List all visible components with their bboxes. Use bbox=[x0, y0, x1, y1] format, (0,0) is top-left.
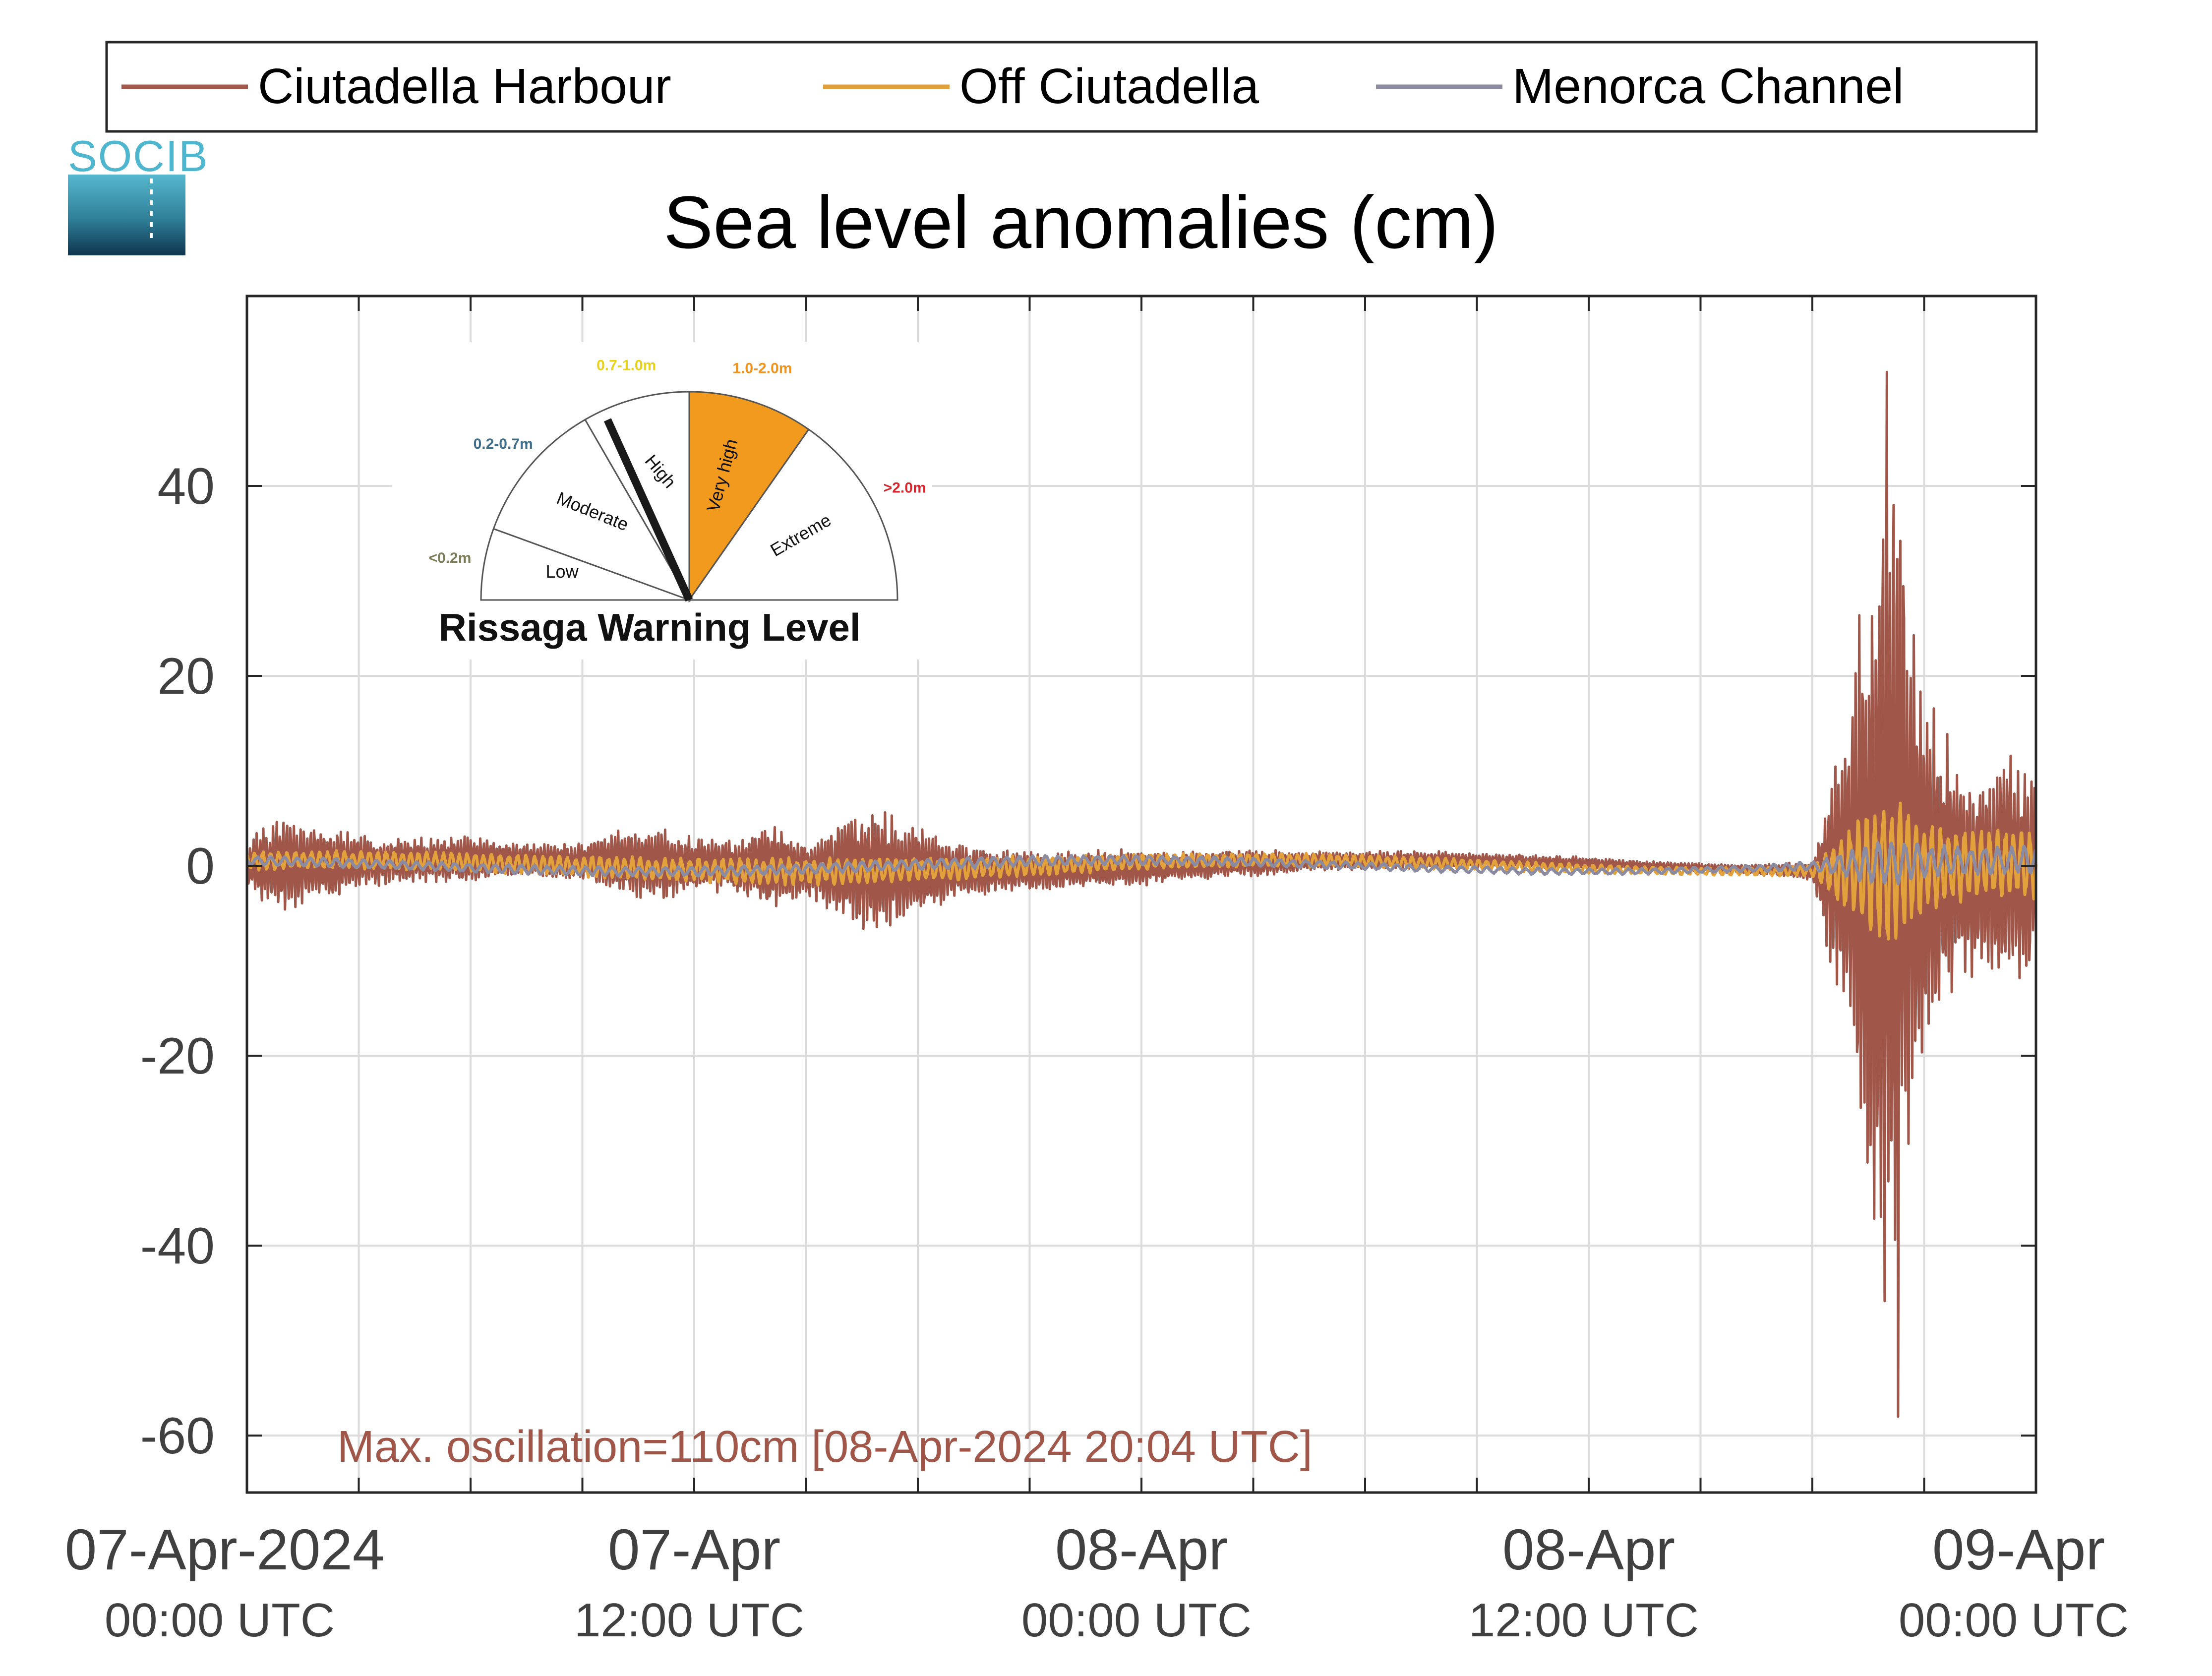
x-tick-label-time: 00:00 UTC bbox=[1899, 1594, 2129, 1647]
chart-title: Sea level anomalies (cm) bbox=[663, 180, 1498, 264]
x-tick-label-date: 08-Apr bbox=[1502, 1517, 1675, 1582]
x-tick-label-date: 07-Apr-2024 bbox=[65, 1517, 385, 1582]
legend: Ciutadella Harbour Off Ciutadella Menorc… bbox=[105, 41, 2038, 133]
max-oscillation-annotation: Max. oscillation=110cm [08-Apr-2024 20:0… bbox=[337, 1422, 1313, 1472]
gauge-needle bbox=[603, 418, 693, 602]
gauge-sector-extreme bbox=[688, 428, 898, 601]
gauge-sectors bbox=[480, 391, 898, 603]
gauge-range-label: >2.0m bbox=[884, 480, 926, 496]
x-tick-label-date: 08-Apr bbox=[1055, 1517, 1228, 1582]
gauge-range-label: <0.2m bbox=[428, 550, 471, 566]
series-line-menorca-channel bbox=[245, 841, 2037, 886]
x-tick-labels: 07-Apr-2024 00:00 UTC 07-Apr 12:00 UTC 08-Ap… bbox=[65, 1517, 2129, 1647]
series-line-ciutadella-harbour bbox=[245, 370, 2037, 1418]
plot-frame bbox=[245, 295, 2037, 1494]
y-tick-label: -60 bbox=[140, 1407, 215, 1465]
gauge-sector-moderate bbox=[492, 419, 691, 601]
gauge-range-label: 0.7-1.0m bbox=[597, 358, 656, 374]
gauge-sector-low bbox=[480, 528, 690, 601]
socib-logo: SOCIB bbox=[68, 131, 209, 255]
legend-entry-off-ciutadella: Off Ciutadella bbox=[959, 59, 1259, 114]
gauge-range-label: 0.2-0.7m bbox=[474, 436, 533, 452]
x-tick-label-time: 12:00 UTC bbox=[1469, 1594, 1699, 1647]
y-tick-label: -20 bbox=[140, 1027, 215, 1085]
y-tick-label: 40 bbox=[157, 458, 215, 515]
x-tick-label-time: 00:00 UTC bbox=[105, 1594, 335, 1647]
y-tick-label: 0 bbox=[186, 838, 215, 895]
y-tick-label: -40 bbox=[140, 1217, 215, 1275]
gauge-title: Rissaga Warning Level bbox=[438, 605, 860, 649]
gauge-sector-label: Low bbox=[546, 561, 579, 582]
y-tick-label: 20 bbox=[157, 648, 215, 705]
x-tick-label-date: 07-Apr bbox=[608, 1517, 780, 1582]
socib-logo-mark bbox=[68, 175, 185, 255]
gauge-range-label: 1.0-2.0m bbox=[732, 360, 792, 377]
axis-ticks bbox=[247, 296, 2036, 1493]
legend-entry-ciutadella-harbour: Ciutadella Harbour bbox=[258, 59, 671, 114]
x-tick-label-time: 00:00 UTC bbox=[1021, 1594, 1252, 1647]
series-layer bbox=[245, 370, 2037, 1418]
x-tick-label-date: 09-Apr bbox=[1932, 1517, 2105, 1582]
legend-entry-menorca-channel: Menorca Channel bbox=[1512, 59, 1904, 114]
series-line-off-ciutadella bbox=[245, 801, 2037, 941]
x-tick-label-time: 12:00 UTC bbox=[574, 1594, 804, 1647]
legend-box bbox=[105, 41, 2038, 133]
rissaga-warning-gauge: Low<0.2mModerate0.2-0.7mHigh0.7-1.0mVery… bbox=[392, 342, 932, 659]
socib-logo-text: SOCIB bbox=[68, 131, 209, 180]
gauge-sector-very-high bbox=[688, 391, 810, 602]
y-tick-labels: -60 -40 -20 0 20 40 bbox=[140, 458, 215, 1465]
